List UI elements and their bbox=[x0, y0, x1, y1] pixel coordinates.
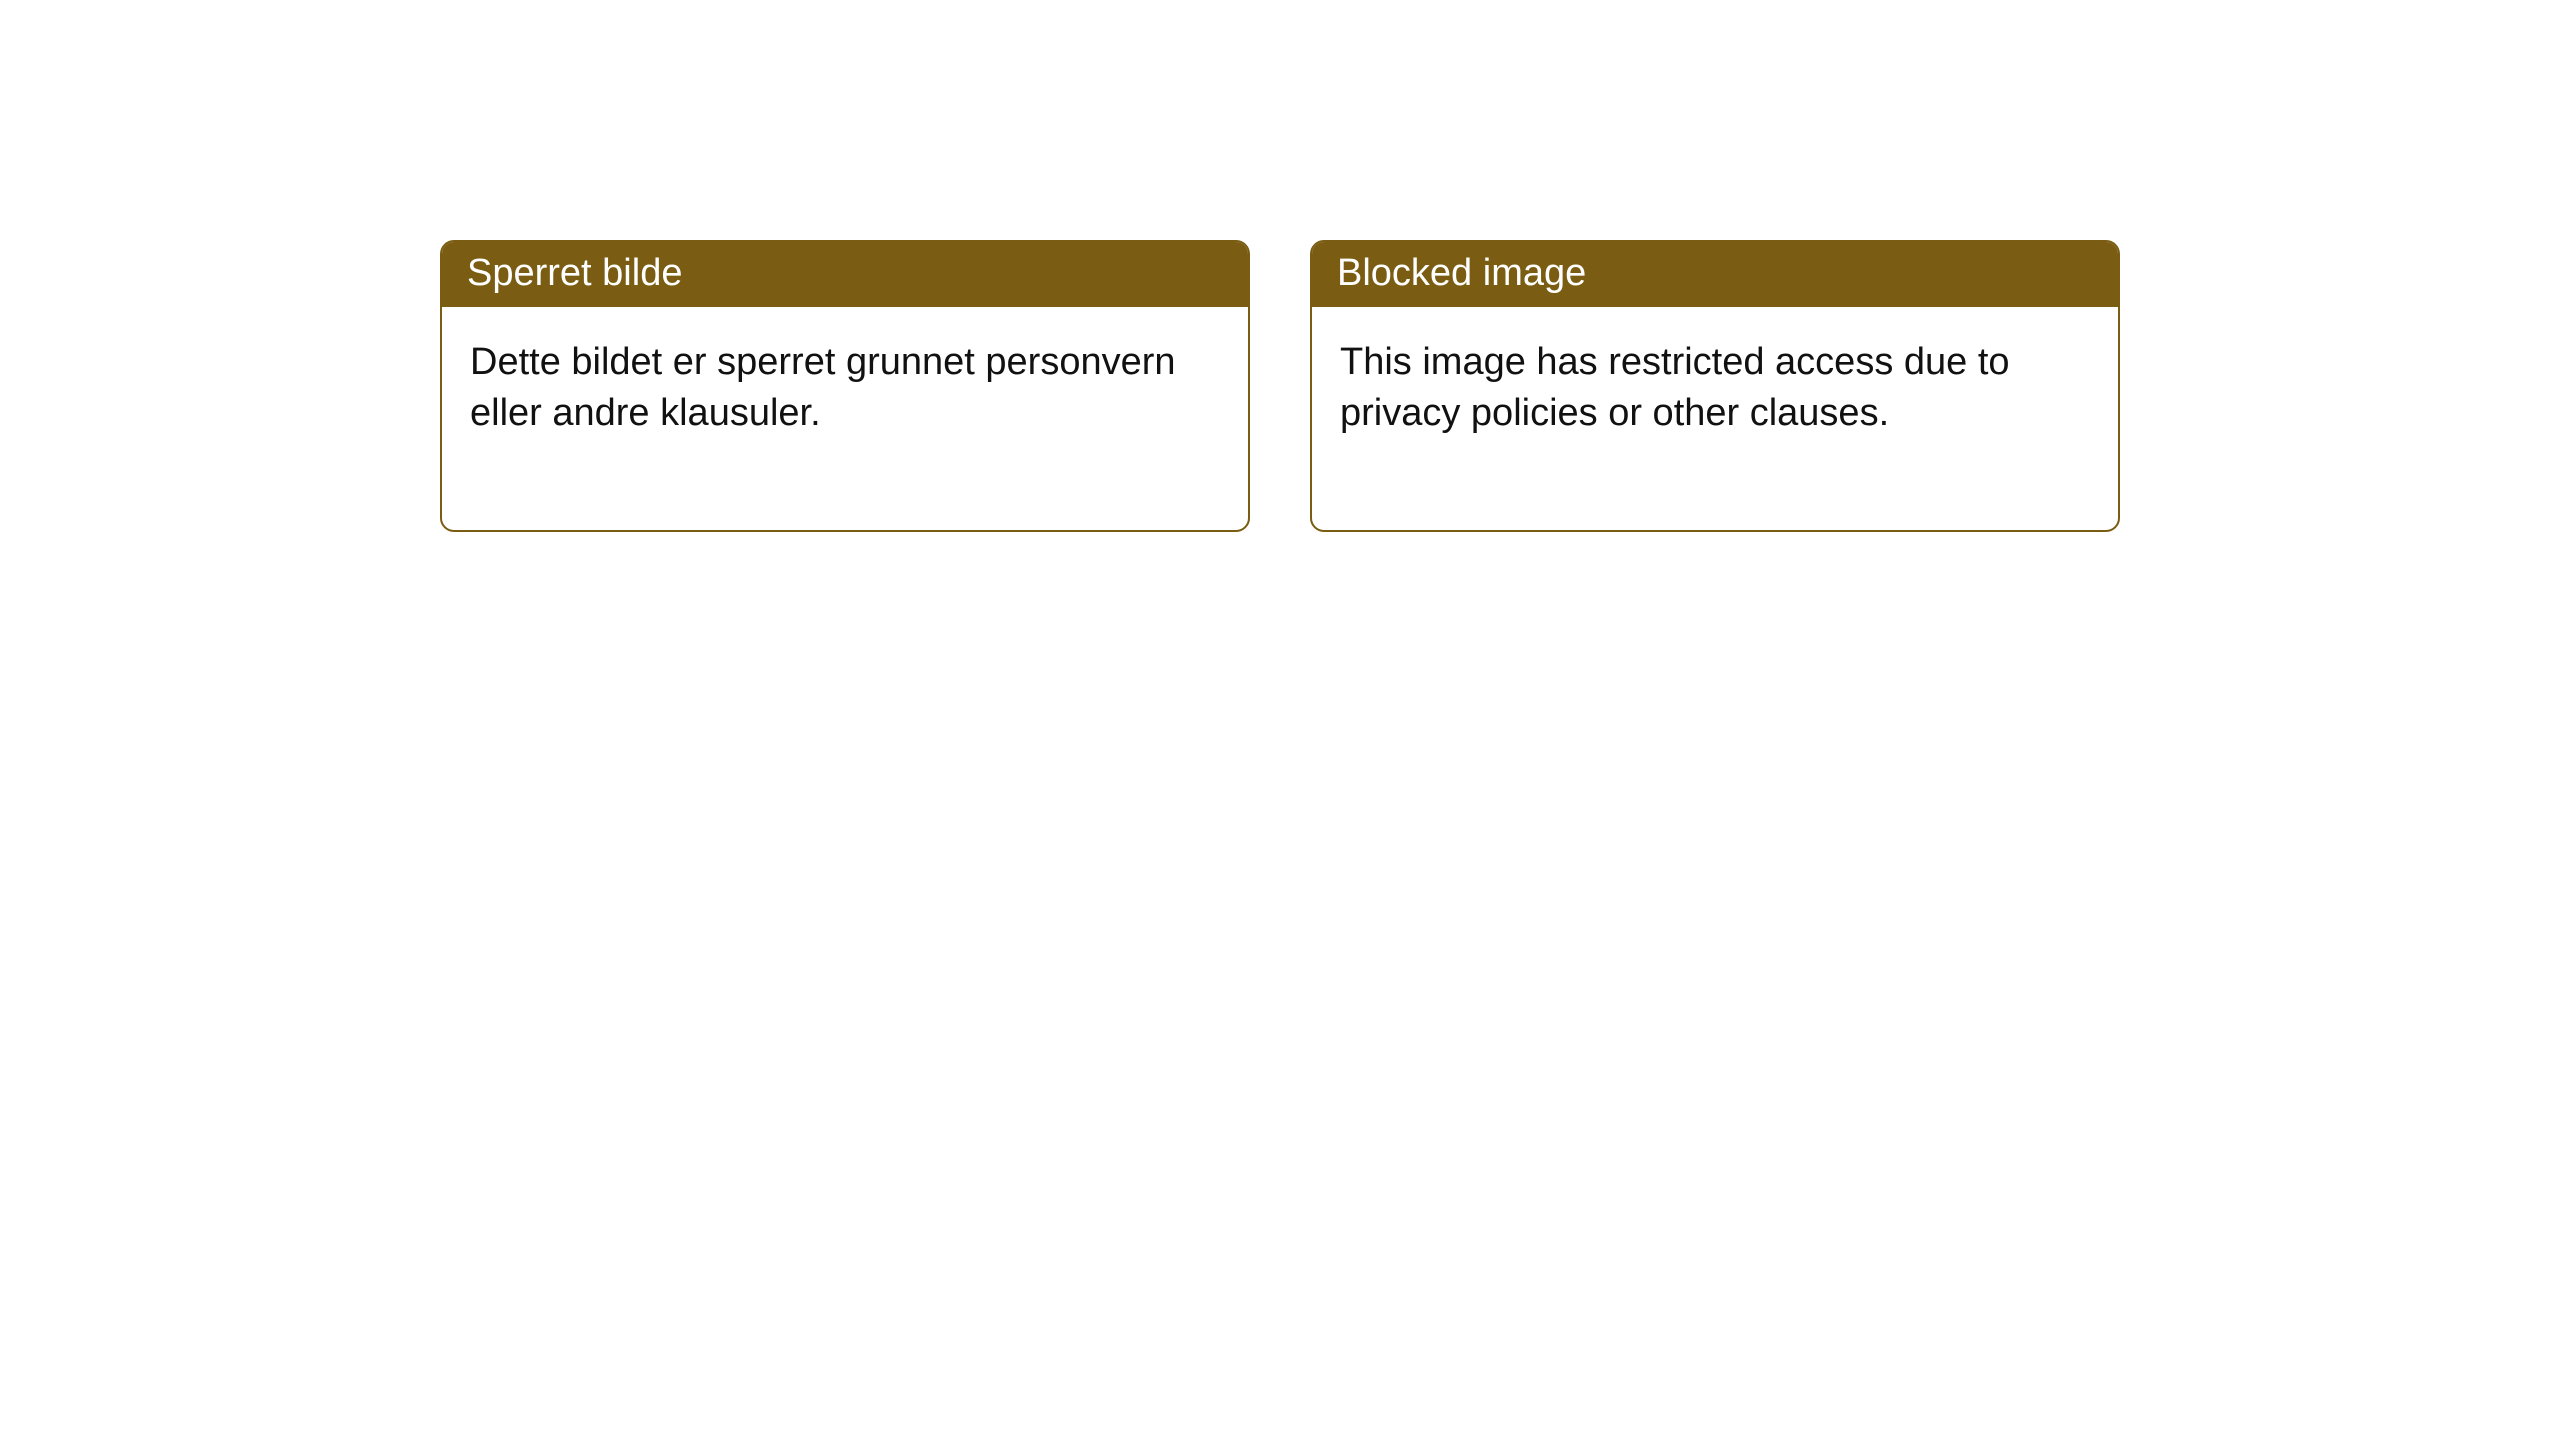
card-header-en: Blocked image bbox=[1312, 242, 2118, 307]
card-header-no: Sperret bilde bbox=[442, 242, 1248, 307]
blocked-image-card-no: Sperret bilde Dette bildet er sperret gr… bbox=[440, 240, 1250, 532]
card-body-en: This image has restricted access due to … bbox=[1312, 307, 2118, 530]
card-body-no: Dette bildet er sperret grunnet personve… bbox=[442, 307, 1248, 530]
blocked-image-card-en: Blocked image This image has restricted … bbox=[1310, 240, 2120, 532]
cards-container: Sperret bilde Dette bildet er sperret gr… bbox=[0, 0, 2560, 532]
